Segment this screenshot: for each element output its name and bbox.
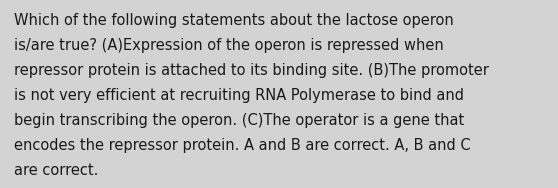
Text: repressor protein is attached to its binding site. (B)The promoter: repressor protein is attached to its bin…	[14, 63, 489, 78]
Text: is/are true? (A)Expression of the operon is repressed when: is/are true? (A)Expression of the operon…	[14, 38, 444, 53]
Text: begin transcribing the operon. (C)The operator is a gene that: begin transcribing the operon. (C)The op…	[14, 113, 464, 128]
Text: are correct.: are correct.	[14, 163, 98, 178]
Text: Which of the following statements about the lactose operon: Which of the following statements about …	[14, 13, 454, 28]
Text: encodes the repressor protein. A and B are correct. A, B and C: encodes the repressor protein. A and B a…	[14, 138, 470, 153]
Text: is not very efficient at recruiting RNA Polymerase to bind and: is not very efficient at recruiting RNA …	[14, 88, 464, 103]
